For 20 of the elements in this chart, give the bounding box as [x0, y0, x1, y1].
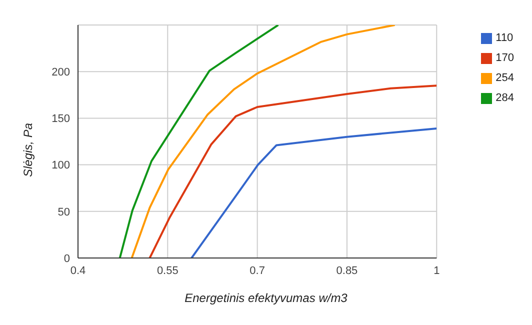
x-tick-label: 0.7 — [250, 264, 265, 277]
line-series — [148, 84, 437, 258]
y-tick-label: 150 — [52, 113, 70, 126]
legend-label: 110 — [496, 32, 514, 44]
legend-label: 254 — [496, 72, 514, 84]
x-tick-label: 1 — [434, 264, 440, 277]
y-tick-label: 200 — [52, 66, 70, 79]
y-tick-label: 100 — [52, 160, 70, 172]
y-tick-label: 0 — [64, 252, 70, 265]
line-series — [130, 25, 396, 258]
line-series — [190, 127, 437, 258]
y-tick-label: 50 — [58, 206, 70, 218]
x-tick-label: 0.85 — [336, 264, 358, 277]
x-axis-title: Energetinis efektyvumas w/m3 — [184, 291, 348, 305]
x-tick-label: 0.4 — [70, 264, 86, 277]
line-series — [118, 25, 280, 258]
legend-label: 170 — [496, 52, 514, 64]
legend-label: 284 — [496, 92, 514, 104]
x-tick-label: 0.55 — [156, 264, 178, 277]
y-axis-title: Slėgis, Pa — [21, 122, 35, 180]
